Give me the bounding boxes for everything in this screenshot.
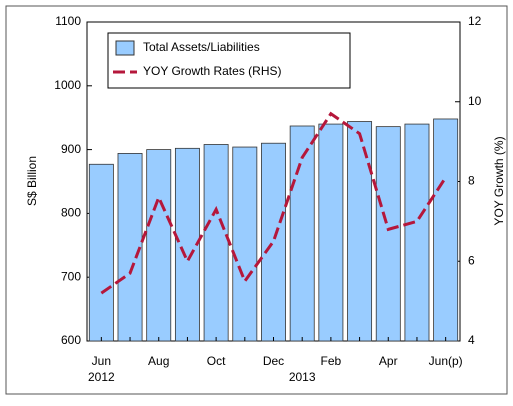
y-tick-label: 1000: [54, 78, 81, 92]
x-tick-label: Apr: [379, 354, 398, 368]
x-tick-label: Oct: [207, 354, 226, 368]
x-tick-label: Aug: [148, 354, 169, 368]
bar: [404, 123, 430, 342]
bar: [375, 126, 401, 342]
y2-axis-label: YOY Growth (%): [492, 136, 506, 225]
y-tick-label: 700: [61, 269, 81, 283]
bar: [88, 163, 114, 342]
x-tick-label: Jun(p): [429, 354, 463, 368]
legend-box: [107, 32, 351, 89]
x-tick-label: Feb: [321, 354, 342, 368]
x-tick-label: Dec: [263, 354, 284, 368]
line: [100, 111, 447, 295]
year-label: 2013: [289, 370, 316, 384]
y2-tick-label: 10: [468, 94, 482, 108]
bar: [347, 121, 373, 342]
y-axis-label: S$ Billion: [25, 156, 39, 206]
bar: [232, 146, 258, 342]
y-tick-label: 800: [61, 206, 81, 220]
bar: [203, 144, 229, 342]
y-tick-label: 600: [61, 333, 81, 347]
bar: [289, 125, 315, 342]
bar: [318, 123, 344, 342]
y2-tick-label: 4: [468, 333, 475, 347]
y-tick-label: 900: [61, 142, 81, 156]
bar: [146, 149, 172, 342]
legend-label: Total Assets/Liabilities: [143, 40, 260, 54]
legend-label: YOY Growth Rates (RHS): [143, 64, 281, 78]
bar: [117, 153, 143, 342]
y2-tick-label: 8: [468, 174, 475, 188]
y-tick-label: 1100: [55, 14, 81, 28]
bar: [261, 142, 286, 342]
x-tick-label: Jun: [92, 354, 111, 368]
y2-tick-label: 6: [468, 253, 475, 267]
bar: [433, 118, 459, 342]
y2-tick-label: 12: [468, 14, 482, 28]
frame: [5, 5, 508, 395]
year-label: 2012: [88, 370, 115, 384]
legend-swatch: [115, 40, 135, 56]
